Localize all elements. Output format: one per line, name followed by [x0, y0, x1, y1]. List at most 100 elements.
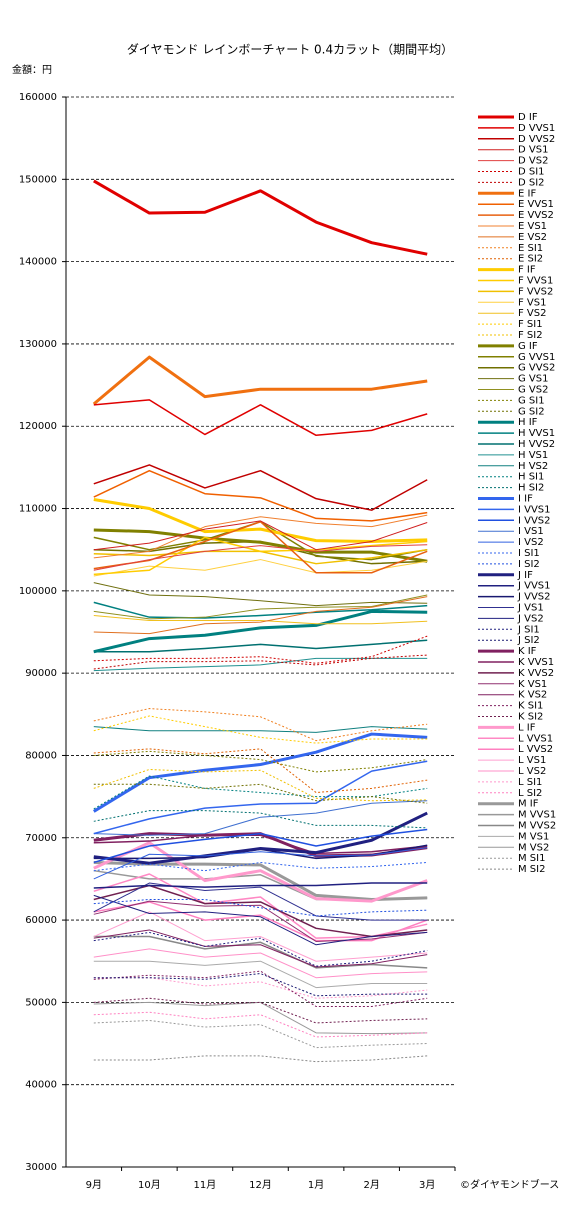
y-tick-label: 50000 — [25, 997, 57, 1008]
y-tick-label: 90000 — [25, 668, 57, 679]
legend-label: H IF — [518, 417, 538, 428]
series-line — [93, 861, 428, 872]
legend-label: L VVS2 — [518, 744, 553, 755]
legend-label: J VVS1 — [517, 581, 551, 592]
legend-label: M VVS1 — [518, 810, 556, 821]
legend-label: G VS2 — [518, 385, 548, 396]
series-line — [93, 960, 428, 989]
legend-label: M VS2 — [518, 842, 549, 853]
series-line — [93, 810, 428, 829]
legend-label: F VVS1 — [518, 276, 553, 287]
legend-label: G VVS1 — [518, 352, 555, 363]
series-line — [93, 514, 428, 559]
series-line — [93, 911, 428, 962]
legend-label: H VS1 — [518, 450, 548, 461]
y-tick-label: 140000 — [19, 257, 57, 268]
legend-label: I VS2 — [518, 537, 544, 548]
series-line — [93, 732, 428, 813]
x-tick-label: 10月 — [138, 1179, 161, 1191]
series-line — [93, 882, 428, 921]
legend-label: E SI1 — [518, 243, 543, 254]
y-tick-label: 110000 — [19, 504, 57, 515]
legend-label: F VVS2 — [518, 286, 553, 297]
legend-label: F VS2 — [518, 308, 546, 319]
legend-label: E VVS2 — [518, 210, 554, 221]
series-line — [93, 520, 428, 574]
legend-label: K VS1 — [518, 679, 547, 690]
series-line — [93, 847, 428, 880]
series-line — [93, 715, 428, 744]
legend-label: K VVS2 — [518, 668, 554, 679]
series-line — [93, 894, 428, 946]
legend-label: J VS1 — [517, 603, 544, 614]
legend-label: J VS2 — [517, 613, 544, 624]
series-line — [93, 834, 428, 855]
x-tick-label: 2月 — [363, 1179, 379, 1191]
legend-label: E SI2 — [518, 254, 543, 265]
series-line — [93, 760, 428, 835]
series-line — [93, 900, 428, 942]
chart-title: ダイヤモンド レインボーチャート 0.4カラット（期間平均） — [127, 42, 453, 57]
legend-label: L IF — [518, 722, 536, 733]
legend-label: D VVS1 — [518, 123, 555, 134]
legend-label: D VVS2 — [518, 134, 555, 145]
series-line — [93, 615, 428, 625]
legend-label: J VVS2 — [517, 592, 551, 603]
series-line — [93, 464, 428, 511]
series-line — [93, 179, 428, 256]
legend-label: I VVS1 — [518, 504, 551, 515]
legend-label: F VS1 — [518, 297, 546, 308]
series-line — [93, 596, 428, 635]
series-line — [93, 750, 428, 773]
series-line — [93, 841, 428, 903]
y-tick-label: 150000 — [19, 174, 57, 185]
legend-label: M SI1 — [518, 853, 545, 864]
y-tick-label: 30000 — [25, 1162, 57, 1173]
series-line — [93, 970, 428, 1007]
series-line — [93, 726, 428, 733]
series-line — [93, 811, 428, 865]
series-line — [93, 654, 428, 670]
y-tick-label: 80000 — [25, 750, 57, 761]
legend-label: E IF — [518, 188, 536, 199]
legend-label: E VVS1 — [518, 199, 554, 210]
legend-label: K SI1 — [518, 701, 543, 712]
legend-label: H SI2 — [518, 483, 544, 494]
x-tick-label: 1月 — [308, 1179, 324, 1191]
y-tick-label: 100000 — [19, 586, 57, 597]
series-line — [93, 1055, 428, 1063]
legend-label: L SI2 — [518, 788, 542, 799]
legend-label: L SI1 — [518, 777, 542, 788]
series-line — [93, 748, 428, 793]
legend-label: D VS2 — [518, 156, 548, 167]
x-tick-label: 12月 — [249, 1179, 272, 1191]
series-line — [93, 399, 428, 437]
legend-label: I IF — [518, 494, 533, 505]
series-line — [93, 594, 428, 620]
x-tick-label: 11月 — [194, 1179, 217, 1191]
legend-label: E VS2 — [518, 232, 547, 243]
legend-label: F SI2 — [518, 330, 543, 341]
legend-label: G SI2 — [518, 406, 545, 417]
y-tick-label: 40000 — [25, 1080, 57, 1091]
series-line — [93, 973, 428, 997]
legend-label: M VVS2 — [518, 821, 556, 832]
series-line — [93, 948, 428, 979]
legend-label: J SI1 — [517, 624, 540, 635]
series-line — [93, 639, 428, 653]
legend-label: H VVS2 — [518, 439, 555, 450]
y-tick-label: 160000 — [19, 92, 57, 103]
y-tick-label: 130000 — [19, 339, 57, 350]
legend-label: K SI2 — [518, 712, 543, 723]
legend-label: D SI2 — [518, 177, 545, 188]
legend-label: D SI1 — [518, 167, 545, 178]
legend-label: M SI2 — [518, 864, 545, 875]
series-line — [93, 931, 428, 967]
series-line — [93, 601, 428, 619]
y-tick-label: 70000 — [25, 833, 57, 844]
series-line — [93, 860, 428, 901]
legend-label: L VS2 — [518, 766, 546, 777]
series-line — [93, 800, 428, 836]
